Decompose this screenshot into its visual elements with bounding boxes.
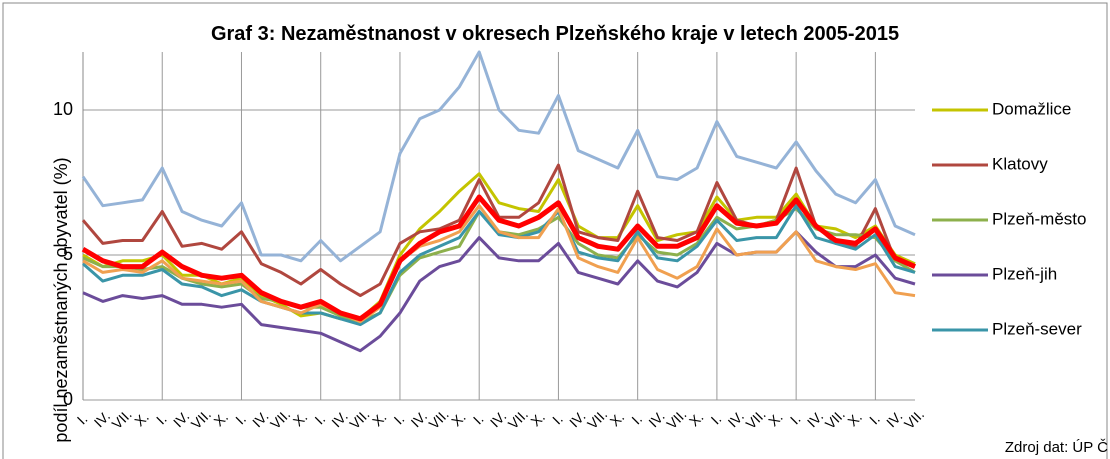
x-tick-label: X. bbox=[448, 409, 469, 430]
legend-label: Klatovy bbox=[992, 154, 1048, 173]
plot-area bbox=[83, 52, 915, 400]
x-tick-label: X. bbox=[131, 409, 152, 430]
series-line bbox=[81, 194, 917, 322]
x-tick-label: X. bbox=[844, 409, 865, 430]
y-tick-label: 5 bbox=[63, 244, 73, 264]
x-tick-label: I. bbox=[74, 411, 91, 428]
x-tick-label: I. bbox=[549, 411, 566, 428]
series-line bbox=[82, 204, 916, 327]
x-tick-label: I. bbox=[628, 411, 645, 428]
x-tick-label: I. bbox=[866, 411, 883, 428]
legend-label: Plzeň-sever bbox=[992, 319, 1082, 338]
legend-label: Plzeň-jih bbox=[992, 264, 1057, 283]
x-tick-label: X. bbox=[290, 409, 311, 430]
x-tick-label: X. bbox=[369, 409, 390, 430]
x-tick-label: I. bbox=[470, 411, 487, 428]
x-tick-label: VII. bbox=[901, 406, 927, 432]
x-tick-label: I. bbox=[232, 411, 249, 428]
x-tick-label: X. bbox=[527, 409, 548, 430]
x-tick-label: I. bbox=[153, 411, 170, 428]
y-tick-label: 0 bbox=[63, 389, 73, 409]
x-tick-label: X. bbox=[686, 409, 707, 430]
x-tick-label: I. bbox=[311, 411, 328, 428]
x-tick-label: I. bbox=[787, 411, 804, 428]
x-tick-label: X. bbox=[210, 409, 231, 430]
x-tick-label: X. bbox=[607, 409, 628, 430]
chart-title: Graf 3: Nezaměstnanost v okresech Plzeňs… bbox=[210, 23, 900, 45]
y-axis-label: podíl nezaměstnaných obyvatel (%) bbox=[51, 157, 71, 442]
source-note: Zdroj dat: ÚP Č bbox=[1005, 439, 1108, 456]
series-line bbox=[82, 204, 916, 324]
x-tick-label: X. bbox=[765, 409, 786, 430]
legend-label: Domažlice bbox=[992, 99, 1071, 118]
x-tick-label: I. bbox=[708, 411, 725, 428]
y-tick-label: 10 bbox=[53, 99, 73, 119]
x-tick-label: I. bbox=[391, 411, 408, 428]
legend-label: Plzeň-město bbox=[992, 209, 1086, 228]
series-line bbox=[82, 230, 916, 353]
series-line bbox=[81, 50, 916, 263]
